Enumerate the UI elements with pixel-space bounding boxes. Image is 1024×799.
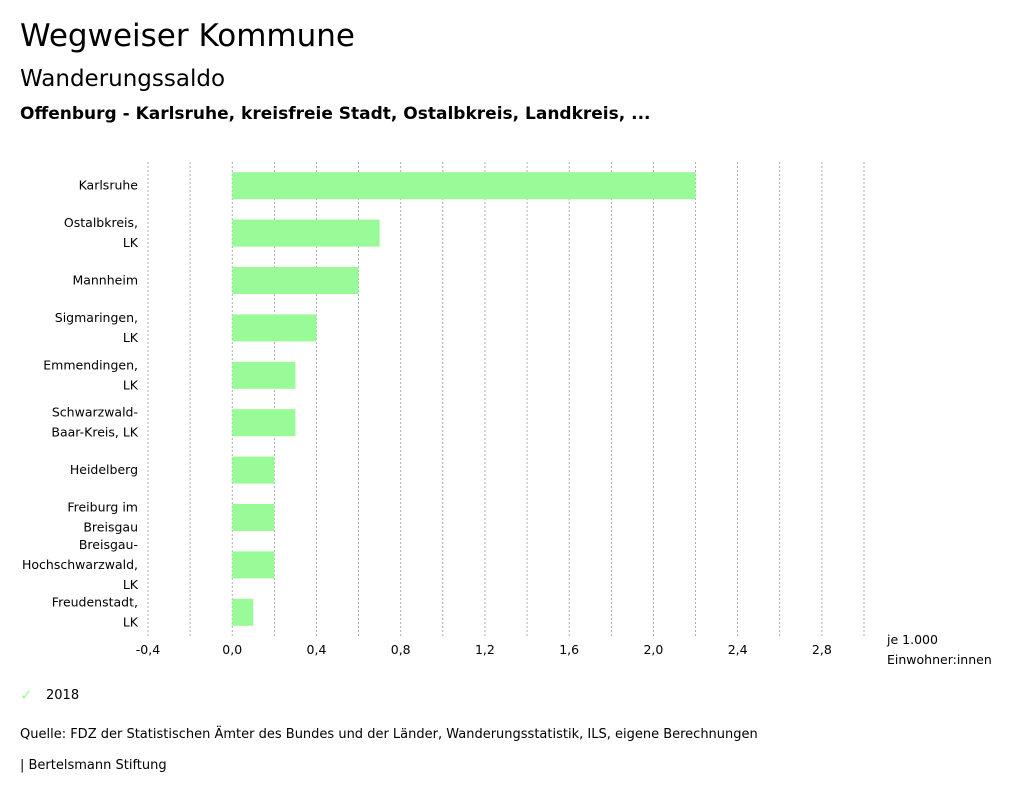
bar-chart: -0,4 0,0 0,4 0,8 1,2 1,6 2,0 2,4 2,8 Karlsruhe Ost…: [22, 162, 865, 657]
category-label: Ostalbkreis,: [64, 215, 138, 230]
legend-label: 2018: [46, 687, 80, 703]
bar: [232, 598, 254, 626]
x-axis-unit: je 1.000 Einwohner:innen: [887, 630, 992, 670]
category-label: Sigmaringen,: [55, 310, 138, 325]
check-icon[interactable]: ✓: [20, 686, 33, 704]
category-label: Karlsruhe: [79, 178, 139, 193]
legend[interactable]: ✓ 2018: [20, 686, 79, 704]
category-label: LK: [123, 235, 139, 250]
category-label: Mannheim: [72, 273, 138, 288]
chart-title: Wegweiser Kommune: [20, 18, 355, 54]
x-tick-label: 1,6: [559, 642, 579, 657]
x-tick-label: 2,0: [643, 642, 663, 657]
category-label: Freiburg im: [67, 500, 138, 515]
category-label: LK: [123, 330, 139, 345]
brand-credit: | Bertelsmann Stiftung: [20, 758, 167, 773]
x-tick-label: 0,8: [391, 642, 411, 657]
x-tick-label: -0,4: [136, 642, 160, 657]
bar: [232, 267, 359, 294]
x-tick-label: 0,4: [307, 642, 327, 657]
x-tick-label: 1,2: [475, 642, 495, 657]
category-label: Breisgau: [83, 520, 138, 535]
region-description: Offenburg - Karlsruhe, kreisfreie Stadt,…: [20, 104, 651, 124]
x-tick-label: 2,8: [812, 642, 832, 657]
bar: [232, 172, 696, 200]
category-label: Heidelberg: [70, 462, 138, 477]
category-label: Baar-Kreis, LK: [51, 425, 138, 440]
category-label: Hochschwarzwald,: [22, 557, 138, 572]
x-tick-label: 2,4: [728, 642, 748, 657]
source-note: Quelle: FDZ der Statistischen Ämter des …: [20, 727, 758, 742]
x-axis-unit-line2: Einwohner:innen: [887, 652, 992, 667]
bar: [232, 551, 275, 579]
category-label: LK: [123, 577, 139, 592]
category-label: LK: [123, 614, 139, 629]
category-label: Emmendingen,: [43, 357, 138, 372]
bar: [232, 504, 275, 531]
x-axis-unit-line1: je 1.000: [887, 632, 938, 647]
bar: [232, 314, 317, 342]
bar: [232, 219, 380, 247]
bar: [232, 409, 296, 437]
category-label: LK: [123, 377, 139, 392]
category-label: Schwarzwald-: [52, 405, 138, 420]
category-label: Breisgau-: [79, 537, 138, 552]
x-tick-label: 0,0: [222, 642, 242, 657]
bar: [232, 456, 275, 484]
chart-subtitle: Wanderungssaldo: [20, 66, 226, 92]
bar: [232, 361, 296, 389]
category-label: Freudenstadt,: [52, 594, 138, 609]
